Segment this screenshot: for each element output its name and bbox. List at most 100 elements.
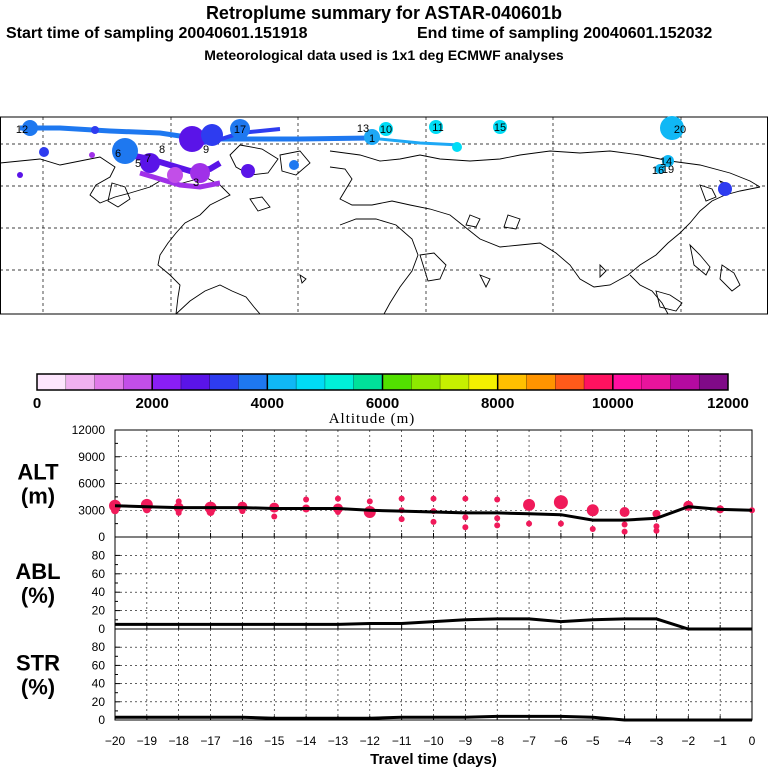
map-label: 20: [674, 124, 686, 136]
y-axis-label: (m): [21, 484, 55, 509]
colorbar-tick-label: 4000: [251, 395, 284, 412]
x-tick-label: −8: [490, 734, 504, 748]
colorbar-cell: [37, 374, 67, 390]
y-tick-label: 12000: [72, 423, 106, 437]
colorbar-cell: [699, 374, 729, 390]
abl-line: [115, 617, 752, 631]
plume-marker: [241, 164, 255, 178]
colorbar-tick-label: 12000: [707, 395, 749, 412]
colorbar-cell: [180, 374, 211, 390]
map-label: 17: [234, 124, 246, 136]
map-label: 10: [380, 124, 392, 136]
y-tick-label: 0: [98, 713, 105, 727]
y-tick-label: 20: [92, 695, 106, 709]
timeseries-panels: 030006000900012000ALT(m)020406080ABL(%)0…: [15, 423, 756, 768]
x-tick-label: −10: [423, 734, 444, 748]
map-label: 6: [115, 148, 121, 160]
colorbar-cell: [209, 374, 240, 390]
map-label: 5: [135, 158, 141, 170]
x-tick-label: −13: [328, 734, 349, 748]
alt-marker: [111, 506, 119, 515]
y-tick-label: 60: [92, 567, 106, 581]
y-axis-label: (%): [21, 675, 55, 700]
plume-marker: [364, 129, 380, 145]
plume-marker: [379, 122, 393, 136]
chart-title: Retroplume summary for ASTAR-040601b: [205, 3, 563, 23]
plume-marker: [22, 120, 38, 136]
colorbar-tick-label: 0: [33, 395, 41, 412]
sampling-end-time: End time of sampling 20040601.152032: [417, 25, 713, 42]
x-tick-label: −17: [200, 734, 221, 748]
str-line: [115, 714, 752, 722]
plume-marker: [718, 182, 732, 196]
plume-marker: [230, 119, 250, 139]
map-label: 12: [16, 124, 28, 136]
map-label: 13: [357, 123, 369, 135]
plume-marker: [140, 153, 160, 173]
y-axis-label: ABL: [15, 559, 60, 584]
panel-alt: 0 3000 6000 9000 12000 ALT(m): [17, 423, 755, 544]
plume-marker: [39, 147, 49, 157]
colorbar-tick-label: 2000: [135, 395, 168, 412]
colorbar-cell: [238, 374, 268, 390]
alt-marker: [239, 508, 246, 515]
y-tick-label: 3000: [78, 503, 105, 517]
alt-marker: [175, 498, 182, 505]
alt-marker: [557, 520, 564, 527]
plume-marker: [289, 160, 299, 170]
y-axis-label: STR: [16, 651, 60, 676]
alt-mean-line: [114, 504, 753, 522]
alt-marker: [271, 513, 278, 520]
colorbar-cell: [497, 374, 527, 390]
x-tick-label: −3: [650, 734, 664, 748]
alt-marker: [494, 496, 501, 503]
alt-marker: [363, 506, 376, 519]
alt-marker: [526, 520, 533, 527]
alt-marker: [586, 504, 599, 517]
alt-marker: [206, 508, 215, 517]
alt-marker: [334, 495, 341, 502]
map-label: 14: [660, 156, 672, 168]
colorbar-tick-label: 10000: [592, 395, 634, 412]
x-tick-label: −16: [232, 734, 253, 748]
colorbar-cell: [123, 374, 153, 390]
colorbar-cell: [584, 374, 614, 390]
colorbar-cell: [267, 374, 297, 390]
colorbar-axis-label: Altitude (m): [329, 411, 416, 427]
x-tick-label: 0: [749, 734, 756, 748]
colorbar-cell: [641, 374, 671, 390]
alt-marker: [462, 495, 469, 502]
x-tick-label: −9: [459, 734, 473, 748]
alt-marker: [430, 495, 437, 502]
alt-marker: [334, 509, 341, 516]
colorbar-cell: [440, 374, 470, 390]
x-axis-label: Travel time (days): [370, 751, 497, 768]
colorbar-cell: [324, 374, 355, 390]
panel-abl: 0 20 40 60 80 ABL(%): [15, 536, 753, 636]
alt-marker: [652, 509, 661, 518]
alt-marker: [589, 525, 596, 532]
x-tick-label: −14: [296, 734, 317, 748]
plume-marker: [89, 152, 95, 158]
colorbar-cell: [555, 374, 585, 390]
y-tick-label: 6000: [78, 477, 105, 491]
alt-marker: [398, 495, 405, 502]
plume-marker: [201, 124, 223, 146]
plume-marker: [91, 126, 99, 134]
retroplume-tracks: [17, 116, 732, 196]
x-tick-label: −19: [137, 734, 158, 748]
alt-marker: [175, 509, 182, 516]
map-label: 3: [193, 177, 199, 189]
y-tick-label: 0: [98, 530, 105, 544]
x-tick-label: −12: [360, 734, 381, 748]
colorbar-cell: [612, 374, 643, 390]
x-tick-label: −5: [586, 734, 600, 748]
sampling-start-time: Start time of sampling 20040601.151918: [6, 25, 308, 42]
alt-marker: [619, 507, 630, 518]
y-tick-label: 80: [92, 548, 106, 562]
map-label: 11: [432, 122, 443, 134]
alt-marker: [653, 523, 660, 530]
colorbar-cell: [65, 374, 96, 390]
